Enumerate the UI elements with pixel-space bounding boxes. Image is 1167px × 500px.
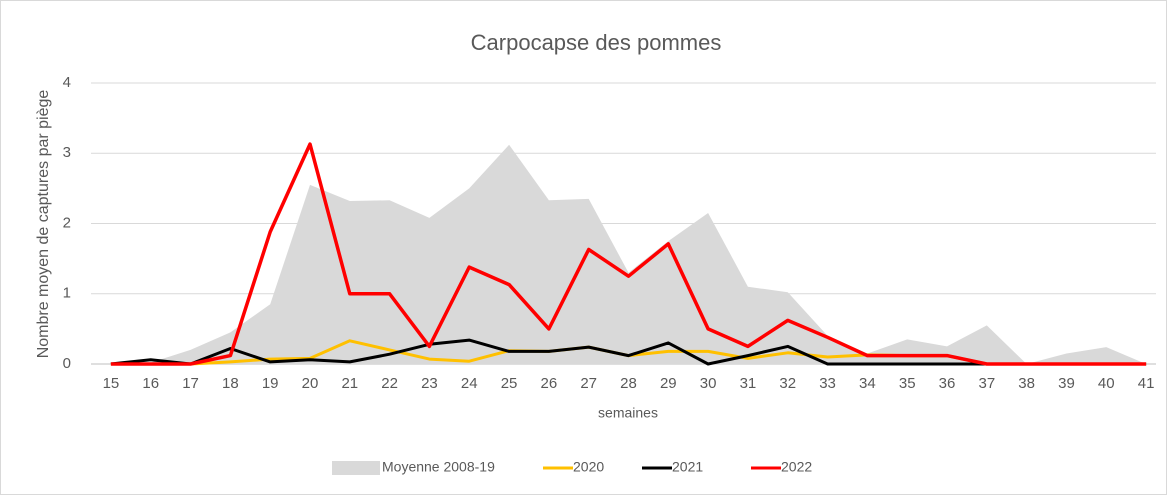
x-tick-label: 17	[182, 375, 199, 392]
x-tick-label: 37	[978, 375, 995, 392]
y-tick-label: 3	[63, 144, 71, 161]
line	[110, 338, 1147, 366]
x-tick-label: 24	[461, 375, 478, 392]
area	[110, 144, 1147, 364]
x-tick-label: 32	[779, 375, 796, 392]
legend-label: 2020	[573, 459, 604, 475]
x-tick-label: 19	[262, 375, 279, 392]
y-tick-label: 1	[63, 285, 71, 302]
x-tick-label: 33	[819, 375, 836, 392]
x-tick-label: 22	[381, 375, 398, 392]
y-tick-label: 0	[63, 355, 71, 372]
x-tick-label: 15	[103, 375, 120, 392]
chart-title: Carpocapse des pommes	[471, 30, 722, 55]
x-tick-label: 40	[1098, 375, 1115, 392]
x-tick-label: 23	[421, 375, 438, 392]
x-tick-label: 27	[580, 375, 597, 392]
x-tick-label: 26	[541, 375, 558, 392]
x-tick-label: 35	[899, 375, 916, 392]
x-tick-label: 20	[302, 375, 319, 392]
x-tick-label: 16	[142, 375, 159, 392]
x-tick-label: 28	[620, 375, 637, 392]
x-tick-label: 29	[660, 375, 677, 392]
legend-swatch	[332, 461, 380, 475]
x-tick-label: 25	[501, 375, 518, 392]
legend-label: 2022	[781, 459, 812, 475]
y-tick-label: 4	[63, 74, 71, 91]
legend-label: 2021	[672, 459, 703, 475]
y-tick-label: 2	[63, 214, 71, 231]
x-tick-label: 36	[939, 375, 956, 392]
x-tick-label: 21	[341, 375, 358, 392]
x-tick-label: 38	[1018, 375, 1035, 392]
x-axis-label: semaines	[598, 405, 658, 421]
x-tick-label: 18	[222, 375, 239, 392]
x-tick-label: 34	[859, 375, 876, 392]
legend-label: Moyenne 2008-19	[382, 459, 495, 475]
x-tick-label: 41	[1138, 375, 1155, 392]
x-tick-label: 31	[740, 375, 757, 392]
line	[110, 142, 1147, 366]
x-tick-label: 30	[700, 375, 717, 392]
y-axis-label: Nombre moyen de captures par piège	[35, 90, 52, 359]
x-tick-label: 39	[1058, 375, 1075, 392]
